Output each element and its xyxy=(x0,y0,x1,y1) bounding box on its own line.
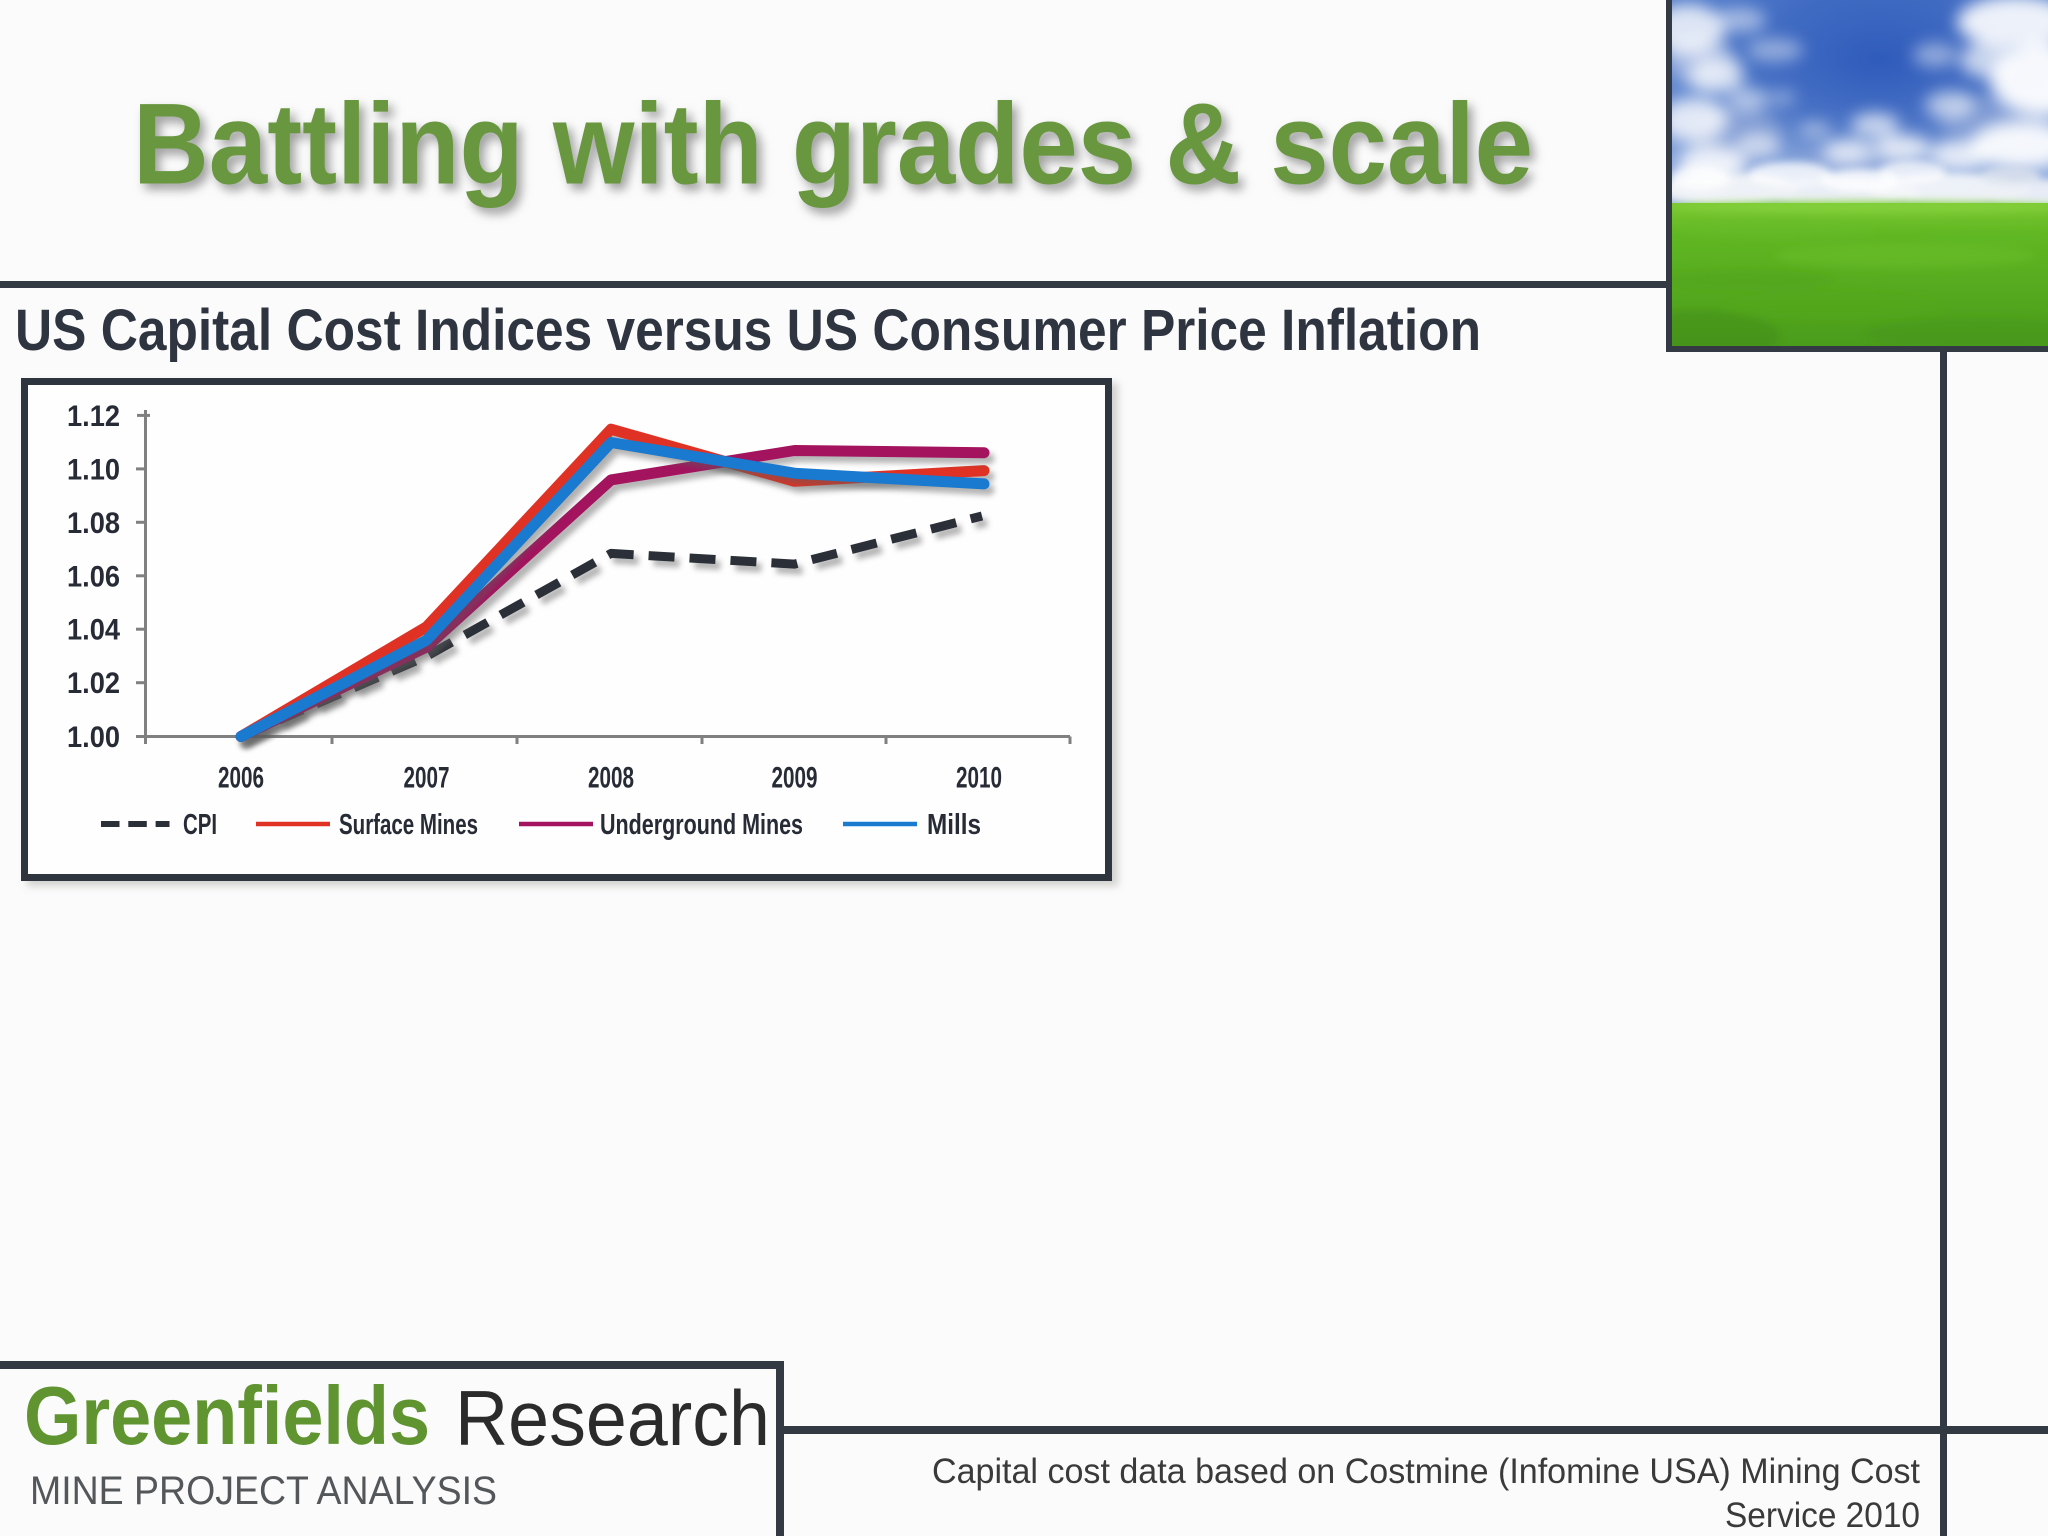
svg-text:Battling with grades & scale: Battling with grades & scale xyxy=(133,81,1533,209)
svg-text:Service 2010: Service 2010 xyxy=(1725,1496,1920,1535)
svg-text:MINE PROJECT ANALYSIS: MINE PROJECT ANALYSIS xyxy=(30,1469,497,1513)
svg-text:Capital cost data based on Cos: Capital cost data based on Costmine (Inf… xyxy=(932,1452,1920,1491)
svg-text:US Capital Cost Indices versus: US Capital Cost Indices versus US Consum… xyxy=(15,298,1481,363)
svg-text:1.12: 1.12 xyxy=(67,400,120,433)
svg-text:2007: 2007 xyxy=(404,762,450,795)
svg-text:Mills: Mills xyxy=(927,809,981,841)
svg-text:2010: 2010 xyxy=(956,762,1002,795)
svg-text:2006: 2006 xyxy=(218,762,264,795)
svg-text:Greenfields: Greenfields xyxy=(24,1369,430,1462)
svg-text:Underground Mines: Underground Mines xyxy=(600,809,803,841)
svg-text:1.00: 1.00 xyxy=(67,721,120,754)
svg-text:CPI: CPI xyxy=(183,809,217,841)
svg-text:Surface Mines: Surface Mines xyxy=(339,809,478,841)
svg-text:2008: 2008 xyxy=(588,762,634,795)
svg-text:1.06: 1.06 xyxy=(67,560,120,593)
svg-text:2009: 2009 xyxy=(772,762,818,795)
svg-text:Research: Research xyxy=(455,1374,770,1462)
svg-text:1.10: 1.10 xyxy=(67,453,120,486)
svg-text:1.08: 1.08 xyxy=(67,507,120,540)
svg-text:1.02: 1.02 xyxy=(67,667,120,700)
svg-text:1.04: 1.04 xyxy=(67,614,120,647)
